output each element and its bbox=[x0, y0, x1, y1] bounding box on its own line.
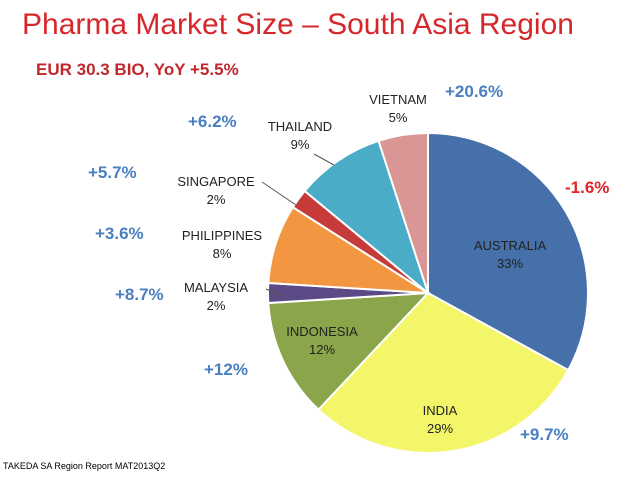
chart-subtitle: EUR 30.3 BIO, YoY +5.5% bbox=[36, 60, 239, 79]
leader-line-thailand bbox=[313, 153, 335, 166]
slice-label-thailand: THAILAND bbox=[268, 119, 332, 134]
growth-label-singapore: +5.7% bbox=[88, 163, 137, 182]
slice-label-malaysia: MALAYSIA bbox=[184, 280, 248, 295]
slice-label-india: INDIA bbox=[423, 403, 458, 418]
slice-share-india: 29% bbox=[427, 421, 453, 436]
slice-share-thailand: 9% bbox=[291, 137, 310, 152]
leader-line-singapore bbox=[261, 181, 297, 206]
source-note: TAKEDA SA Region Report MAT2013Q2 bbox=[3, 461, 166, 471]
slice-share-philippines: 8% bbox=[213, 246, 232, 261]
growth-label-australia: -1.6% bbox=[565, 178, 610, 197]
growth-label-indonesia: +12% bbox=[204, 360, 248, 379]
slice-share-australia: 33% bbox=[497, 256, 523, 271]
slice-label-vietnam: VIETNAM bbox=[369, 92, 427, 107]
growth-label-thailand: +6.2% bbox=[188, 112, 237, 131]
slice-label-indonesia: INDONESIA bbox=[286, 324, 358, 339]
chart-title: Pharma Market Size – South Asia Region bbox=[22, 8, 574, 41]
pie-slice-vietnam bbox=[377, 131, 429, 294]
slice-label-singapore: SINGAPORE bbox=[177, 174, 255, 189]
growth-label-india: +9.7% bbox=[520, 425, 569, 444]
pie-slice-indonesia bbox=[267, 291, 431, 412]
leader-line-malaysia bbox=[265, 288, 285, 297]
slice-label-philippines: PHILIPPINES bbox=[182, 228, 263, 243]
pie-slice-thailand bbox=[303, 139, 431, 296]
pie-slice-india bbox=[317, 291, 570, 454]
growth-label-vietnam: +20.6% bbox=[445, 82, 504, 101]
slice-share-malaysia: 2% bbox=[207, 298, 226, 313]
growth-label-philippines: +3.6% bbox=[95, 224, 144, 243]
slice-share-vietnam: 5% bbox=[389, 110, 408, 125]
slice-label-australia: AUSTRALIA bbox=[474, 238, 547, 253]
growth-label-malaysia: +8.7% bbox=[115, 285, 164, 304]
pie-slice-australia bbox=[427, 131, 589, 372]
slice-share-singapore: 2% bbox=[207, 192, 226, 207]
slice-share-indonesia: 12% bbox=[309, 342, 335, 357]
